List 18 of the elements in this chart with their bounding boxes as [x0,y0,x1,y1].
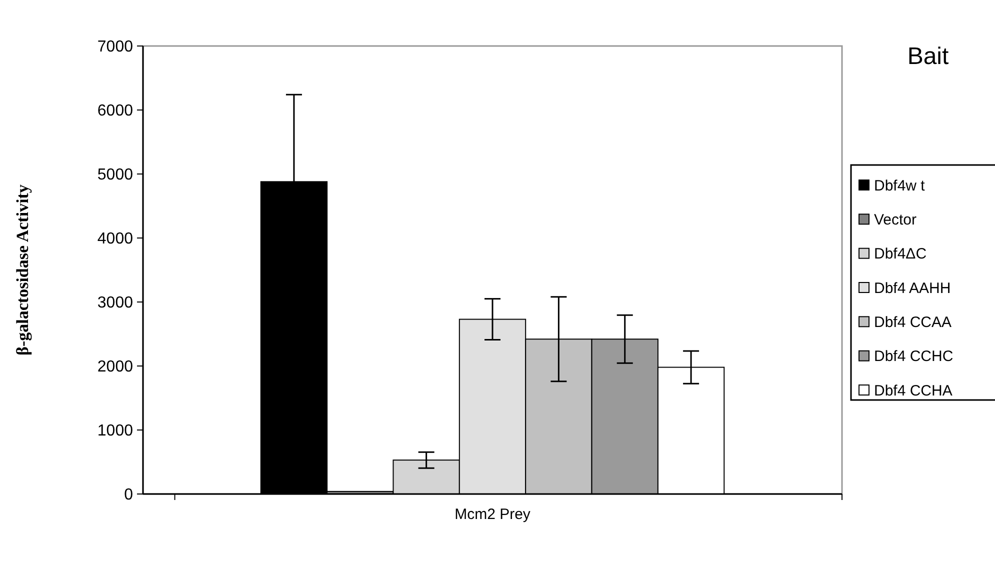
legend-label: Dbf4ΔC [874,246,927,263]
y-tick-label: 3000 [97,294,134,312]
y-tick-label: 4000 [97,230,134,248]
legend-label: Dbf4w t [874,177,926,194]
y-tick-label: 0 [124,486,134,504]
y-tick-label: 1000 [97,422,134,440]
legend-label: Vector [874,211,917,228]
y-tick-label: 7000 [97,38,134,56]
y-tick-label: 6000 [97,102,134,120]
legend-label: Dbf4 AAHH [874,280,951,297]
legend-label: Dbf4 CCHC [874,348,954,366]
legend-label: Dbf4 CCAA [874,314,952,331]
y-tick-label: 2000 [97,358,134,376]
y-axis-title: β-galactosidase Activity [13,184,32,356]
legend-label: Dbf4 CCHA [874,382,952,400]
y-tick-label: 5000 [97,166,134,184]
legend-title: Bait [907,43,950,70]
x-tick-label: Mcm2 Prey [454,506,531,523]
